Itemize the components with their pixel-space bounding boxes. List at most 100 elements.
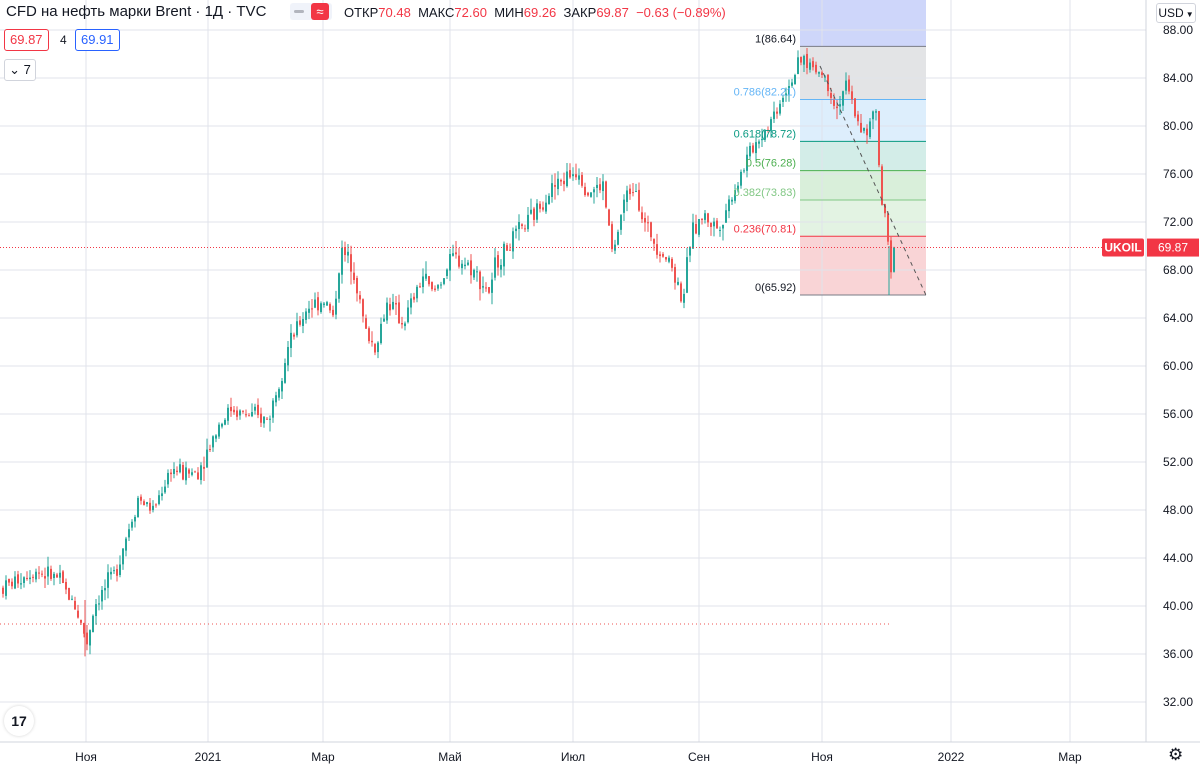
candle-body — [743, 170, 745, 172]
candle-body — [86, 632, 88, 645]
candle-body — [185, 467, 187, 481]
chevron-down-icon: ▼ — [1185, 10, 1194, 19]
candle-body — [701, 219, 703, 221]
candle-body — [776, 111, 778, 114]
fib-level-label: 0.236(70.81) — [734, 223, 796, 235]
candle-body — [299, 320, 301, 325]
fibonacci-fills — [800, 0, 926, 295]
candle-body — [116, 569, 118, 576]
candle-body — [821, 72, 823, 75]
candle-body — [32, 576, 34, 578]
fib-level-label: 0.382(73.83) — [734, 187, 796, 199]
candle-body — [176, 470, 178, 473]
candle-body — [857, 114, 859, 122]
fib-level-label: 0.786(82.21) — [734, 86, 796, 98]
trend-line — [819, 65, 927, 296]
price-tick-label: 48.00 — [1163, 503, 1193, 517]
candle-body — [758, 141, 760, 144]
candle-body — [257, 404, 259, 416]
candle-body — [245, 414, 247, 416]
candle-body — [2, 587, 4, 594]
candle-body — [665, 256, 667, 260]
candle-body — [839, 104, 841, 107]
legend-toggle-button[interactable]: ≈ — [290, 3, 332, 20]
candle-body — [77, 610, 79, 618]
candle-body — [374, 344, 376, 353]
candle-body — [602, 181, 604, 192]
candle-body — [209, 449, 211, 451]
candle-body — [782, 97, 784, 102]
candle-body — [863, 127, 865, 131]
candle-body — [65, 582, 67, 590]
candle-body — [197, 472, 199, 480]
last-price-tag-background — [1147, 238, 1199, 257]
candle-body — [851, 91, 853, 100]
candle-body — [422, 276, 424, 288]
candle-body — [380, 323, 382, 344]
candle-body — [173, 468, 175, 475]
candle-body — [38, 572, 40, 574]
candle-body — [626, 190, 628, 202]
sell-price-button[interactable]: 69.87 — [4, 29, 49, 51]
candle-body — [815, 64, 817, 73]
time-tick-label: Ноя — [75, 750, 97, 764]
fib-extension-fill — [800, 0, 926, 47]
candle-body — [203, 466, 205, 469]
candle-body — [260, 413, 262, 423]
candle-body — [872, 111, 874, 120]
candle-body — [644, 217, 646, 223]
close-value: 69.87 — [596, 5, 629, 20]
candle-body — [338, 273, 340, 299]
candle-body — [143, 501, 145, 506]
candle-body — [350, 254, 352, 272]
candle-body — [497, 255, 499, 268]
candle-body — [584, 186, 586, 196]
candle-body — [767, 129, 769, 131]
candle-body — [632, 192, 634, 194]
candle-body — [125, 538, 127, 551]
candle-body — [854, 98, 856, 117]
candle-body — [443, 278, 445, 284]
fibonacci-labels: 1(86.64) 0.786(82.21) 0.618(78.72) 0.5(76.2… — [734, 33, 796, 294]
candle-body — [425, 273, 427, 279]
candle-body — [761, 139, 763, 141]
candle-body — [50, 568, 52, 579]
candle-body — [725, 210, 727, 223]
buy-price-button[interactable]: 69.91 — [75, 29, 120, 51]
tradingview-logo[interactable]: 17 — [4, 706, 34, 736]
candle-body — [17, 574, 19, 584]
candle-body — [167, 472, 169, 485]
candle-body — [404, 323, 406, 327]
candle-body — [638, 189, 640, 211]
open-label: ОТКР — [344, 5, 379, 20]
candle-body — [509, 249, 511, 251]
currency-selector[interactable]: USD ▼ — [1156, 3, 1196, 23]
candle-body — [227, 407, 229, 421]
high-label: МАКС — [418, 5, 455, 20]
candle-body — [314, 299, 316, 308]
candle-body — [773, 111, 775, 120]
candle-body — [356, 277, 358, 294]
candle-body — [230, 406, 232, 412]
fib-zone-fill — [800, 200, 926, 237]
candle-body — [524, 228, 526, 230]
candle-body — [89, 630, 91, 646]
indicators-collapse-button[interactable]: ⌄ 7 — [4, 59, 36, 81]
candle-body — [20, 583, 22, 585]
symbol-title[interactable]: CFD на нефть марки Brent · 1Д · TVC — [6, 3, 267, 20]
gear-icon[interactable]: ⚙ — [1168, 745, 1184, 764]
candle-body — [878, 111, 880, 166]
candle-body — [749, 145, 751, 157]
candle-body — [548, 195, 550, 205]
candle-body — [278, 389, 280, 398]
candle-body — [611, 224, 613, 250]
candle-body — [74, 600, 76, 610]
candle-body — [248, 415, 250, 417]
candle-body — [848, 79, 850, 92]
candle-body — [128, 529, 130, 538]
candle-body — [692, 222, 694, 249]
price-tick-label: 72.00 — [1163, 215, 1193, 229]
candle-body — [533, 208, 535, 220]
